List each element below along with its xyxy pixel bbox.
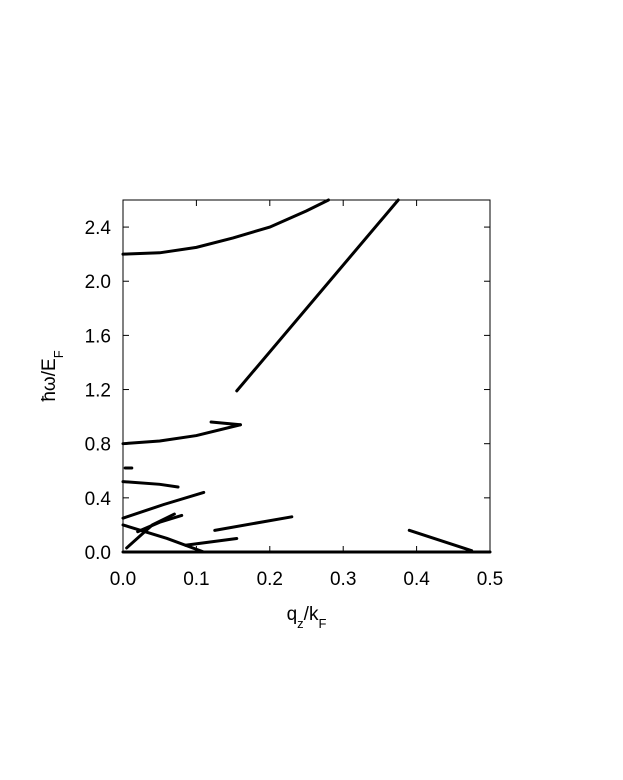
curve [121, 423, 242, 446]
curve [121, 490, 206, 520]
x-tick-label: 0.3 [330, 569, 356, 590]
curve [136, 513, 184, 534]
y-tick-label: 0.8 [85, 435, 111, 456]
y-axis-label: ħω/EF [39, 350, 66, 401]
curve [121, 480, 180, 489]
curve [121, 198, 331, 256]
x-axis-label: qz/kF [287, 604, 327, 631]
y-tick-label: 0.0 [85, 543, 111, 564]
y-tick-label: 1.2 [85, 381, 111, 402]
curve [209, 420, 242, 427]
x-axis-label-sub: F [318, 616, 326, 631]
curve [235, 198, 400, 393]
x-tick-label: 0.1 [183, 569, 209, 590]
curve [407, 528, 474, 553]
x-tick-label: 0.2 [257, 569, 283, 590]
x-axis-label-part: q [287, 604, 298, 625]
x-axis-label-part: /k [304, 604, 319, 625]
y-axis-label-sub: F [51, 350, 66, 358]
y-tick-label: 2.4 [85, 218, 112, 239]
x-tick-label: 0.5 [477, 569, 503, 590]
y-tick-label: 2.0 [85, 272, 111, 293]
curve [121, 523, 206, 554]
curve [213, 515, 294, 532]
y-axis-label-part: ħω/E [39, 358, 60, 401]
curve [183, 536, 239, 547]
x-axis-label-sub: z [297, 616, 304, 631]
x-tick-label: 0.0 [110, 569, 136, 590]
y-tick-label: 1.6 [85, 326, 111, 347]
y-tick-label: 0.4 [85, 489, 112, 510]
x-tick-label: 0.4 [403, 569, 430, 590]
